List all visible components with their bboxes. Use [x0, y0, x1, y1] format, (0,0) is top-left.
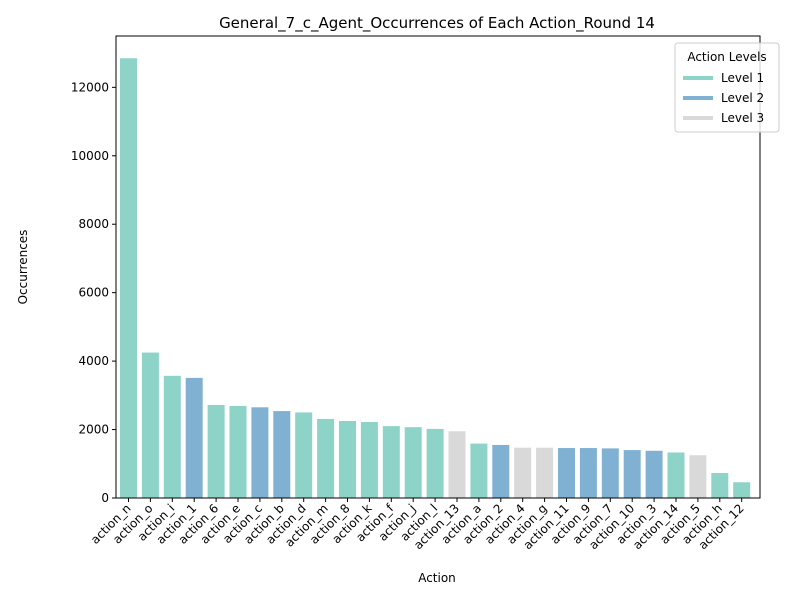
bar-action_j	[404, 427, 422, 498]
y-axis-label: Occurrences	[16, 230, 30, 305]
bar-action_3	[645, 450, 663, 498]
bar-action_i	[163, 375, 181, 498]
bar-action_k	[360, 422, 378, 498]
bar-action_m	[317, 418, 335, 498]
bar-action_n	[120, 58, 137, 499]
y-tick-label: 8000	[78, 217, 109, 231]
bar-action_h	[711, 473, 729, 498]
y-tick-label: 10000	[71, 149, 109, 163]
bar-action_5	[689, 455, 707, 498]
plot-frame	[115, 35, 761, 499]
bar-action_9	[579, 448, 597, 498]
bar-action_l	[426, 428, 444, 498]
bar-action_10	[623, 450, 641, 498]
legend-title: Action Levels	[687, 50, 766, 64]
bar-action_14	[667, 452, 685, 498]
bar-action_4	[514, 447, 532, 498]
legend-label-level-3: Level 3	[721, 111, 764, 125]
bar-action_7	[601, 448, 619, 498]
bar-action_1	[185, 377, 203, 498]
bar-action_8	[339, 421, 356, 498]
legend-box	[674, 42, 780, 133]
bar-action_b	[273, 411, 291, 498]
bar-action_o	[141, 352, 159, 498]
bar-action_e	[229, 405, 247, 498]
x-axis-label: Action	[418, 571, 456, 585]
x-axis: action_naction_oaction_iaction_1action_6…	[88, 498, 747, 552]
bar-action_g	[536, 447, 554, 498]
bar-action_f	[382, 426, 400, 498]
y-tick-label: 12000	[71, 80, 109, 94]
bar-action_6	[207, 404, 225, 498]
bar-action_c	[251, 407, 269, 498]
y-axis: 0 2000 4000 6000 8000 10000 12000	[71, 80, 116, 505]
bar-action_d	[295, 412, 313, 498]
legend-label-level-2: Level 2	[721, 91, 764, 105]
legend: Action Levels Level 1 Level 2 Level 3	[674, 42, 780, 133]
bars-group	[120, 58, 751, 499]
bar-action_11	[558, 448, 575, 498]
bar-action_a	[470, 443, 488, 498]
y-tick-label: 4000	[78, 354, 109, 368]
bar-action_13	[448, 431, 466, 498]
legend-label-level-1: Level 1	[721, 71, 764, 85]
y-tick-label: 6000	[78, 286, 109, 300]
bar-action_12	[733, 482, 751, 498]
chart-title: General_7_c_Agent_Occurrences of Each Ac…	[219, 14, 655, 33]
y-tick-label: 2000	[78, 423, 109, 437]
y-tick-label: 0	[101, 491, 109, 505]
bar-action_2	[492, 444, 510, 498]
